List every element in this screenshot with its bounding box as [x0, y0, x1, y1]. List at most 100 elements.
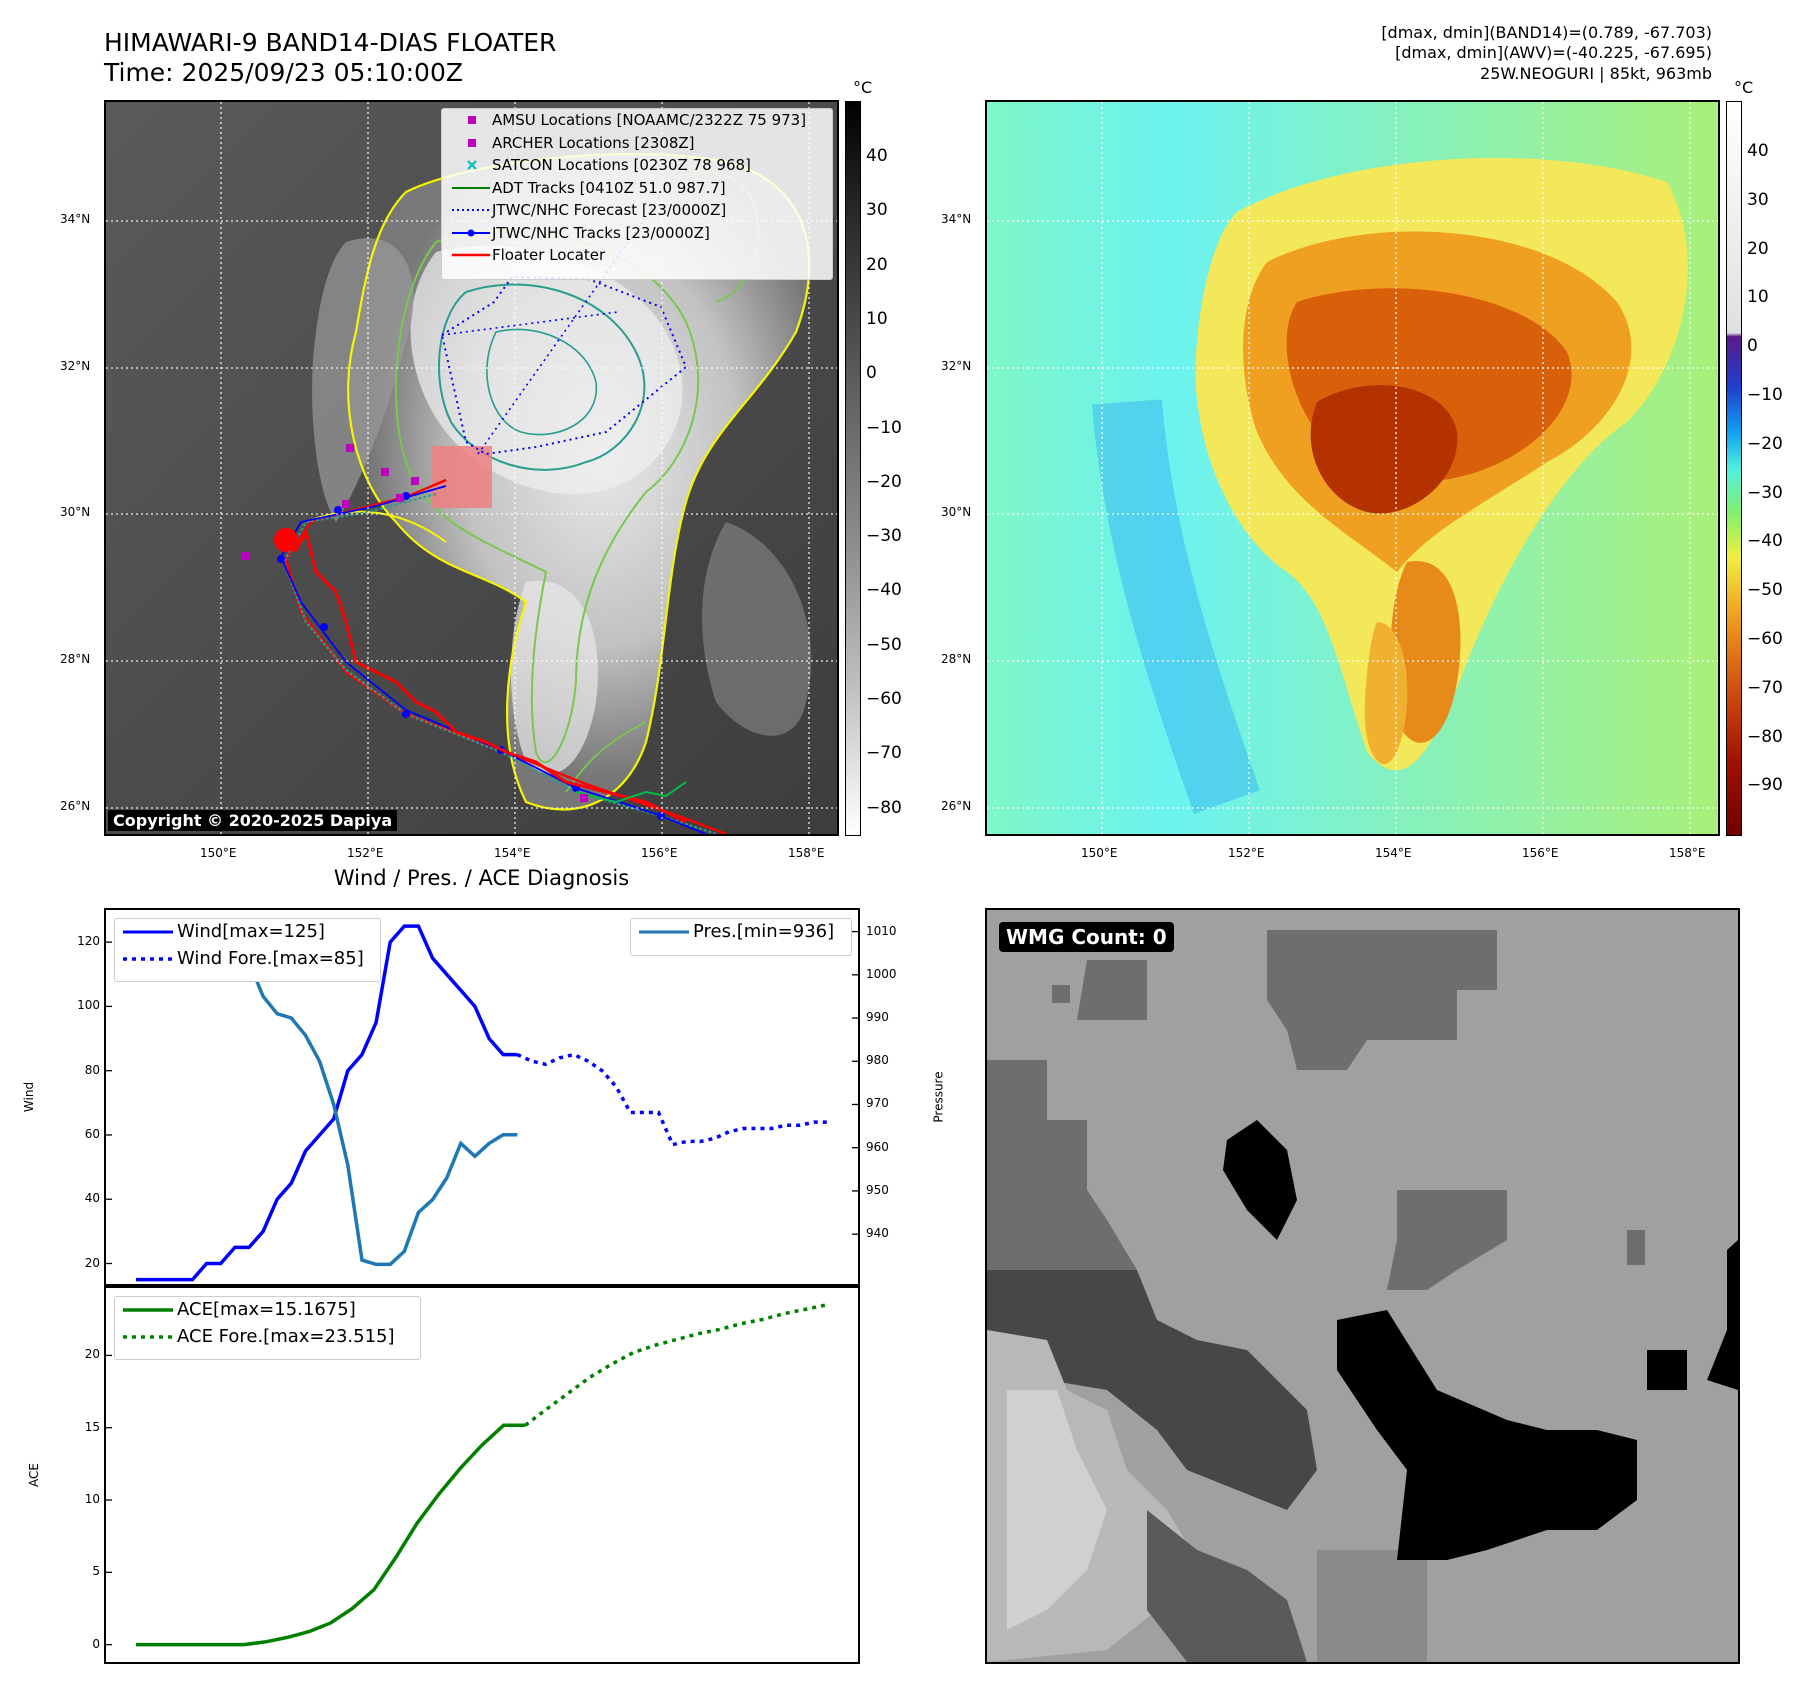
colorbar-color	[1726, 101, 1742, 836]
colorbar-tick-label: −70	[1747, 677, 1783, 698]
colorbar-tick-label: −50	[866, 634, 902, 655]
ace-axis-label: ACE	[26, 1463, 41, 1487]
lon-label: 156°E	[641, 846, 678, 860]
series-line-0	[136, 924, 518, 1282]
diagnosis-title: Wind / Pres. / ACE Diagnosis	[333, 866, 630, 890]
colorbar-tick-label: −60	[1747, 629, 1783, 649]
lat-label: 28°N	[941, 652, 972, 666]
colorbar-tick-label: −80	[866, 797, 902, 818]
copyright-badge: Copyright © 2020-2025 Dapiya	[108, 810, 398, 831]
line-marker-icon	[452, 186, 490, 189]
legend-entry-ace-forecast: ACE Fore.[max=23.515]	[115, 1324, 420, 1351]
ace-series-line-0	[136, 1423, 526, 1647]
colorbar-tick-label: −40	[866, 580, 902, 601]
colorbar-tick-label: −10	[1747, 385, 1783, 405]
legend-entry-satcon: SATCON Locations [0230Z 78 968]	[442, 154, 832, 177]
colorbar-tick-label: 10	[1747, 287, 1769, 308]
colorbar-gray	[845, 101, 861, 836]
ir-map-panel: AMSU Locations [NOAAMC/2322Z 75 973] ARC…	[104, 100, 839, 836]
colorbar-tick-label: −20	[1747, 433, 1783, 454]
wmg-count-badge: WMG Count: 0	[999, 922, 1174, 952]
map-legend: AMSU Locations [NOAAMC/2322Z 75 973] ARC…	[441, 108, 833, 280]
dotted-line-icon	[452, 209, 490, 211]
axis-tick-label: 960	[866, 1139, 889, 1154]
legend-entry-wind: Wind[max=125]	[115, 919, 380, 946]
meta-line2: [dmax, dmin](AWV)=(-40.225, -67.695)	[1395, 43, 1712, 62]
legend-entry-wind-forecast: Wind Fore.[max=85]	[115, 946, 380, 973]
x-marker-icon	[467, 160, 477, 170]
pressure-legend: Pres.[min=936]	[630, 918, 852, 956]
series-line-1	[516, 1052, 828, 1147]
colorbar-tick-label: 40	[866, 146, 888, 166]
colorbar-tick-label: 0	[866, 363, 877, 384]
axis-tick-label: 120	[77, 934, 100, 949]
lat-label: 26°N	[60, 799, 91, 813]
lat-label: 30°N	[941, 505, 972, 519]
wmg-panel: WMG Count: 0	[985, 908, 1740, 1664]
square-marker-icon	[468, 138, 476, 147]
figure-title-line1: HIMAWARI-9 BAND14-DIAS FLOATER	[104, 28, 557, 57]
ace-plot	[106, 1302, 829, 1647]
colorbar-tick-label: −70	[866, 743, 902, 764]
lon-label: 152°E	[347, 846, 384, 860]
solid-line-icon	[123, 930, 173, 934]
ace-series-line-1	[524, 1302, 829, 1427]
legend-entry-floater: Floater Locater	[442, 244, 832, 267]
axis-tick-label: 20	[84, 1255, 100, 1270]
color-ir-map-image	[987, 102, 1718, 834]
axis-tick-label: 15	[84, 1419, 100, 1434]
wind-pressure-chart: Wind[max=125] Wind Fore.[max=85] Pres.[m…	[104, 908, 860, 1288]
legend-entry-jtwc-tracks: JTWC/NHC Tracks [23/0000Z]	[442, 222, 832, 245]
pressure-axis-label: Pressure	[931, 1071, 946, 1123]
legend-entry-amsu: AMSU Locations [NOAAMC/2322Z 75 973]	[442, 109, 832, 132]
colorbar-tick-label: 30	[866, 200, 888, 221]
solid-line-icon	[639, 930, 689, 934]
axis-tick-label: 990	[866, 1010, 889, 1025]
lat-label: 32°N	[60, 359, 91, 373]
colorbar-tick-label: 20	[1747, 238, 1769, 259]
legend-entry-pressure: Pres.[min=936]	[631, 919, 851, 946]
dotted-line-icon	[123, 957, 173, 961]
lon-label: 154°E	[494, 846, 531, 860]
ace-legend: ACE[max=15.1675] ACE Fore.[max=23.515]	[114, 1296, 421, 1360]
axis-tick-label: 970	[866, 1096, 889, 1111]
colorbar-tick-label: −10	[866, 417, 902, 438]
line-dot-icon	[452, 229, 490, 236]
axis-tick-label: 0	[92, 1636, 100, 1651]
colorbar-tick-label: 20	[866, 254, 888, 275]
lon-label: 158°E	[1669, 846, 1706, 860]
lon-label: 150°E	[200, 846, 237, 860]
lon-label: 150°E	[1081, 846, 1118, 860]
axis-tick-label: 1000	[866, 966, 897, 981]
line-marker-icon	[452, 253, 490, 257]
axis-tick-label: 980	[866, 1053, 889, 1068]
colorbar-tick-label: −20	[866, 471, 902, 492]
axis-tick-label: 940	[866, 1226, 889, 1241]
wmg-image	[987, 910, 1738, 1662]
colorbar-tick-label: 10	[866, 308, 888, 329]
axis-tick-label: 40	[84, 1191, 100, 1206]
axis-tick-label: 10	[84, 1492, 100, 1507]
lat-label: 30°N	[60, 505, 91, 519]
colorbar-tick-label: −80	[1747, 726, 1783, 747]
axis-tick-label: 100	[77, 998, 100, 1013]
color-ir-map-panel	[985, 100, 1720, 836]
colorbar-tick-label: −30	[1747, 482, 1783, 503]
legend-entry-ace: ACE[max=15.1675]	[115, 1297, 420, 1324]
colorbar-tick-label: 30	[1747, 189, 1769, 210]
lon-label: 154°E	[1375, 846, 1412, 860]
meta-line3: 25W.NEOGURI | 85kt, 963mb	[1480, 64, 1712, 83]
lon-label: 156°E	[1522, 846, 1559, 860]
legend-entry-archer: ARCHER Locations [2308Z]	[442, 132, 832, 155]
lat-label: 32°N	[941, 359, 972, 373]
figure-title-line2: Time: 2025/09/23 05:10:00Z	[104, 58, 463, 87]
lat-label: 26°N	[941, 799, 972, 813]
colorbar-tick-label: −50	[1747, 580, 1783, 601]
ace-chart: ACE[max=15.1675] ACE Fore.[max=23.515]	[104, 1284, 860, 1664]
axis-tick-label: 60	[84, 1126, 100, 1141]
colorbar-tick-label: −40	[1747, 531, 1783, 552]
lon-label: 152°E	[1228, 846, 1265, 860]
axis-tick-label: 80	[84, 1062, 100, 1077]
lat-label: 34°N	[941, 212, 972, 226]
lat-label: 28°N	[60, 652, 91, 666]
